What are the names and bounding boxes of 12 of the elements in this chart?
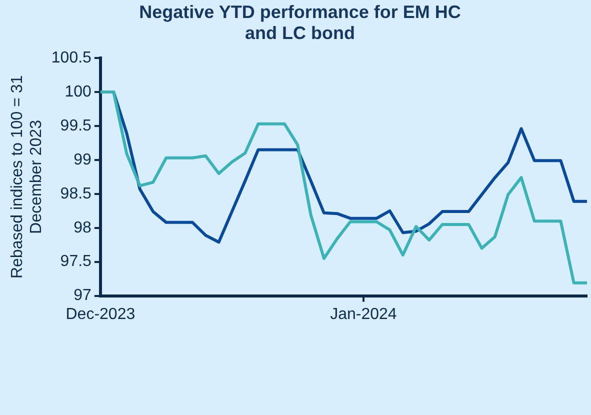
y-tick-label: 99: [74, 151, 92, 168]
y-tick-label: 100: [64, 83, 92, 100]
y-tick-label: 97.5: [60, 253, 92, 270]
x-tick-label: Jan-2024: [330, 306, 397, 323]
y-tick-label: 98: [74, 219, 92, 236]
y-tick-label: 99.5: [60, 117, 92, 134]
x-tick-label: Dec-2023: [66, 306, 136, 323]
y-tick-label: 100.5: [51, 49, 92, 66]
y-tick-label: 97: [74, 287, 92, 304]
chart-title: Negative YTD performance for EM HC and LC bond: [138, 2, 462, 44]
y-axis-title: Rebased indices to 100 = 31 December 2023: [9, 75, 46, 279]
y-tick-label: 98.5: [60, 185, 92, 202]
